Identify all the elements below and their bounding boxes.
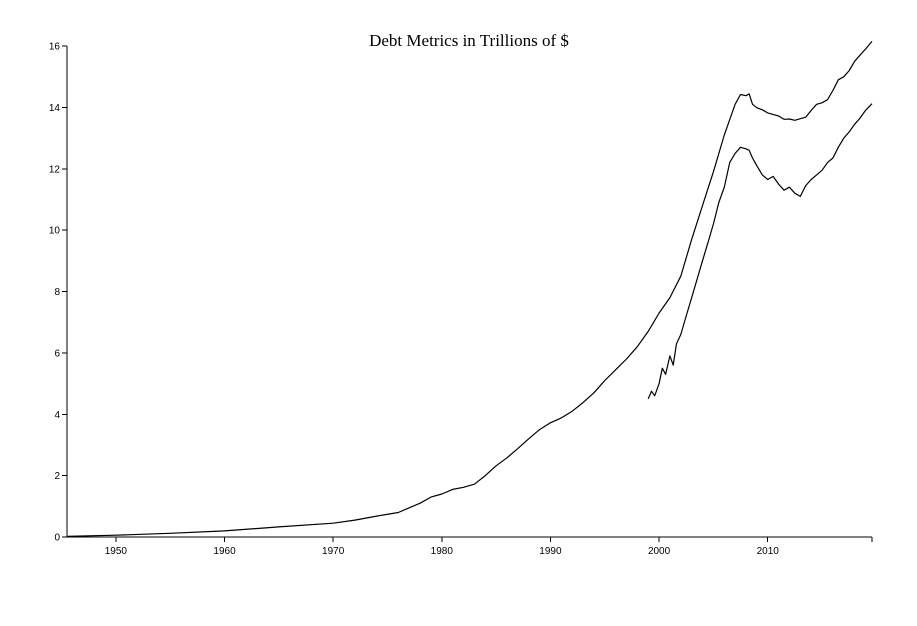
x-tick-label: 1960 — [213, 546, 236, 557]
x-tick-label: 1980 — [431, 546, 454, 557]
x-tick-label: 1970 — [322, 546, 345, 557]
series-lines — [66, 41, 873, 537]
x-tick-label: 2010 — [757, 546, 780, 557]
x-tick-label: 1990 — [539, 546, 562, 557]
series-line-2 — [647, 103, 873, 400]
x-tick-label: 1950 — [105, 546, 128, 557]
y-tick-label: 10 — [49, 226, 61, 237]
y-tick-label: 14 — [49, 103, 61, 114]
chart-title: Debt Metrics in Trillions of $ — [369, 31, 569, 50]
axis-ticks: 0 2 4 6 8 10 12 14 16 1950 1960 1970 1980 1990 2000 201… — [49, 42, 873, 557]
y-tick-label: 2 — [54, 471, 60, 482]
series-line-1 — [66, 41, 873, 537]
y-tick-label: 8 — [54, 287, 60, 298]
y-tick-label: 16 — [49, 42, 61, 53]
y-tick-label: 12 — [49, 164, 61, 175]
y-tick-label: 4 — [54, 410, 60, 421]
y-tick-label: 0 — [54, 533, 60, 544]
x-tick-label: 2000 — [648, 546, 671, 557]
y-tick-label: 6 — [54, 348, 60, 359]
